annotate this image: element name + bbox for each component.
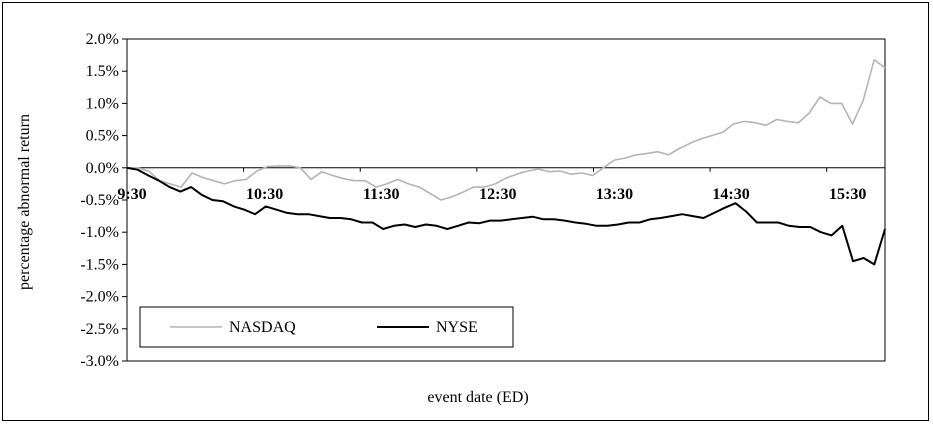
y-tick-label: -3.0% <box>80 353 119 370</box>
x-tick-label: 13:30 <box>596 186 633 203</box>
legend-label-nasdaq: NASDAQ <box>229 319 296 336</box>
y-tick-label: 1.5% <box>86 63 119 80</box>
x-tick-label: 10:30 <box>246 186 283 203</box>
y-tick-label: -2.0% <box>80 289 119 306</box>
y-tick-label: 2.0% <box>86 31 119 48</box>
y-axis-ticks: 2.0% 1.5% 1.0% 0.5% 0.0% -0.5% -1.0% -1.5% -2.0%… <box>80 31 127 370</box>
chart-frame <box>2 2 929 421</box>
legend: NASDAQ NYSE <box>139 306 514 348</box>
series-line-nyse <box>126 166 886 266</box>
y-tick-label: 0.0% <box>86 160 119 177</box>
x-axis-ticks: 9:30 10:30 11:30 12:30 13:30 14:30 15:30 <box>117 167 866 203</box>
y-axis-label: percentage abnormal return <box>16 114 33 290</box>
series-lines <box>126 58 886 266</box>
y-tick-label: -1.0% <box>80 224 119 241</box>
y-tick-label: 1.0% <box>86 95 119 112</box>
y-tick-label: -1.5% <box>80 256 119 273</box>
legend-label-nyse: NYSE <box>436 319 478 336</box>
series-line-nasdaq <box>127 58 886 201</box>
x-tick-label: 9:30 <box>117 186 146 203</box>
x-tick-label: 11:30 <box>363 186 399 203</box>
x-tick-label: 12:30 <box>479 186 516 203</box>
y-tick-label: -0.5% <box>80 192 119 209</box>
y-tick-label: 0.5% <box>86 128 119 145</box>
x-tick-label: 14:30 <box>712 186 749 203</box>
x-axis-label: event date (ED) <box>427 389 528 406</box>
y-tick-label: -2.5% <box>80 321 119 338</box>
x-tick-label: 15:30 <box>829 186 866 203</box>
